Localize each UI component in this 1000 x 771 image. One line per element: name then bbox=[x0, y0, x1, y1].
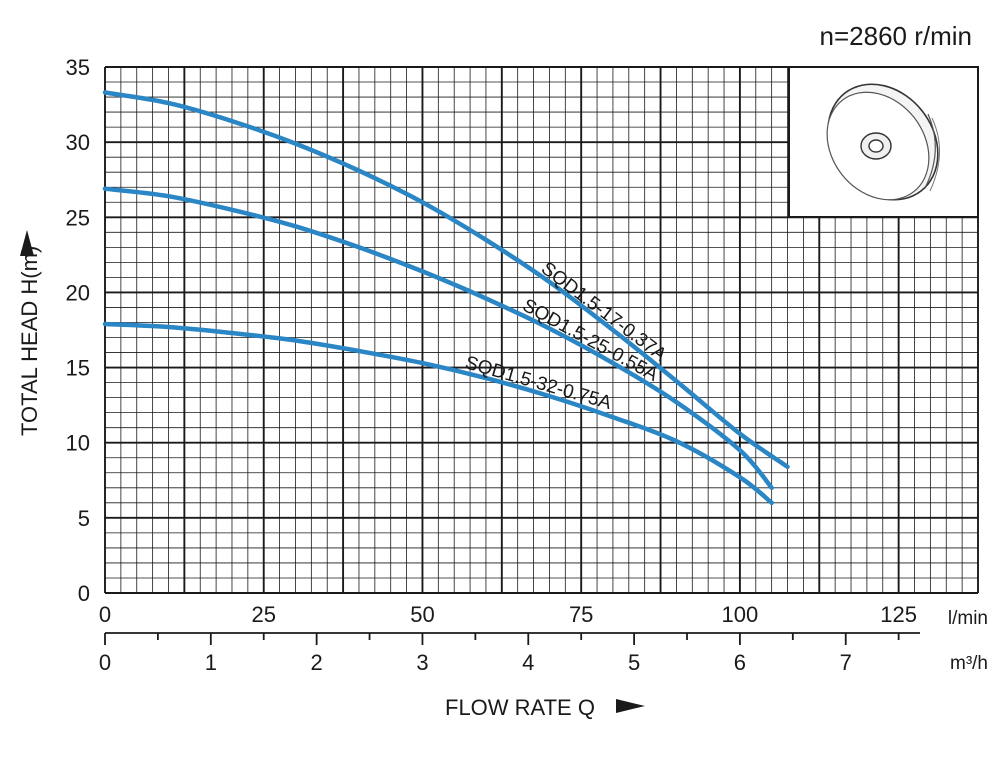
x-tick-label-m3h: 7 bbox=[840, 650, 852, 675]
y-tick-label: 20 bbox=[66, 280, 90, 305]
impeller-icon bbox=[826, 83, 941, 201]
x-tick-label-m3h: 2 bbox=[311, 650, 323, 675]
y-tick-label: 15 bbox=[66, 356, 90, 381]
x-axis-title: FLOW RATE Q bbox=[445, 695, 595, 720]
x-tick-label-m3h: 5 bbox=[628, 650, 640, 675]
x-axis-arrow-icon bbox=[616, 699, 645, 713]
x-tick-label-m3h: 3 bbox=[416, 650, 428, 675]
y-axis-arrow-icon bbox=[20, 230, 34, 256]
curve-labels: SQD1.5-17-0.37ASQD1.5-25-0.55ASQD1.5-32-… bbox=[463, 258, 671, 414]
x-axis-ticks-lmin: 0 25 50 75 100 125 bbox=[99, 602, 917, 627]
x-axis-scale-m3h: 0 1 2 3 4 5 6 7 bbox=[99, 632, 920, 675]
x-unit-lmin: l/min bbox=[948, 608, 988, 629]
x-tick-label-lmin: 50 bbox=[410, 602, 434, 627]
x-tick-label-m3h: 6 bbox=[734, 650, 746, 675]
series-line bbox=[102, 186, 774, 491]
x-tick-label-lmin: 75 bbox=[569, 602, 593, 627]
y-tick-label: 30 bbox=[66, 130, 90, 155]
x-tick-label-m3h: 0 bbox=[99, 650, 111, 675]
y-axis-title: TOTAL HEAD H(m) bbox=[17, 246, 42, 436]
y-axis-ticks: 0 5 10 15 20 25 30 35 bbox=[66, 55, 90, 606]
inset-image-box bbox=[788, 66, 979, 218]
x-unit-m3h: m³/h bbox=[950, 653, 988, 674]
series-line bbox=[102, 90, 790, 470]
x-tick-label-lmin: 100 bbox=[722, 602, 759, 627]
y-tick-label: 35 bbox=[66, 55, 90, 80]
y-tick-label: 5 bbox=[78, 506, 90, 531]
series-line bbox=[102, 321, 774, 506]
x-tick-label-lmin: 0 bbox=[99, 602, 111, 627]
x-axis-title-group: FLOW RATE Q bbox=[445, 695, 645, 720]
x-tick-label-lmin: 25 bbox=[251, 602, 275, 627]
x-tick-label-m3h: 4 bbox=[522, 650, 534, 675]
speed-label: n=2860 r/min bbox=[820, 21, 972, 51]
performance-curves bbox=[102, 90, 790, 506]
series-label: SQD1.5-32-0.75A bbox=[463, 352, 614, 414]
y-tick-label: 10 bbox=[66, 431, 90, 456]
y-tick-label: 25 bbox=[66, 205, 90, 230]
y-axis-title-group: TOTAL HEAD H(m) bbox=[17, 230, 42, 436]
x-tick-label-m3h: 1 bbox=[205, 650, 217, 675]
y-tick-label: 0 bbox=[78, 581, 90, 606]
x-tick-label-lmin: 125 bbox=[880, 602, 917, 627]
